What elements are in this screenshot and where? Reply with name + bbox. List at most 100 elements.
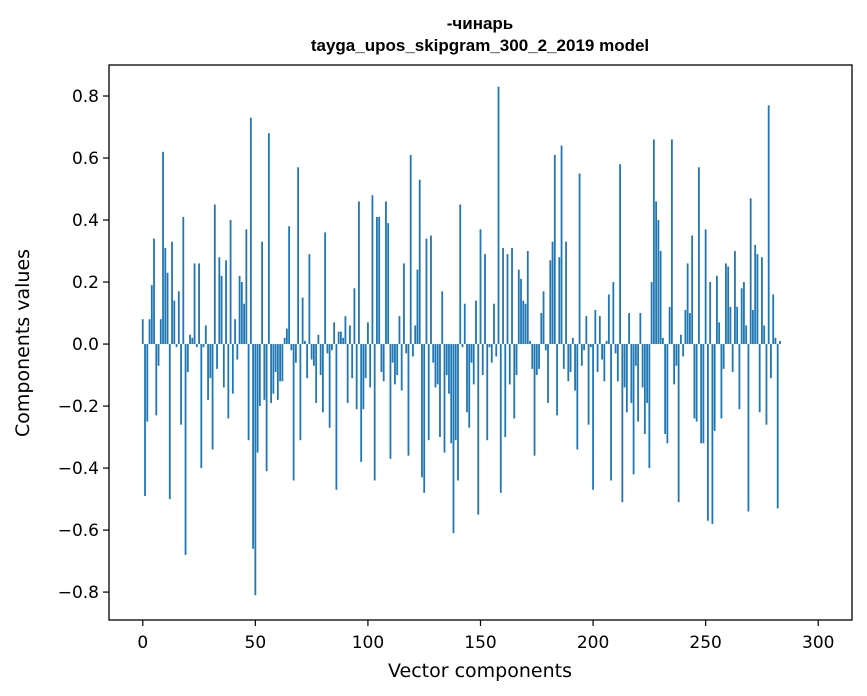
bar bbox=[767, 105, 770, 345]
bar bbox=[351, 344, 354, 379]
bar bbox=[335, 344, 338, 490]
bar bbox=[623, 344, 626, 388]
bar bbox=[292, 344, 295, 481]
bar bbox=[540, 313, 543, 345]
bar bbox=[652, 139, 655, 345]
bar bbox=[709, 282, 712, 345]
bar bbox=[731, 344, 734, 372]
bar bbox=[454, 344, 457, 441]
bar bbox=[231, 344, 234, 394]
bar bbox=[529, 340, 531, 345]
bar bbox=[589, 344, 592, 348]
bar bbox=[245, 229, 248, 345]
bar bbox=[421, 344, 423, 478]
bar bbox=[749, 198, 752, 345]
bar bbox=[621, 344, 624, 503]
bar bbox=[439, 344, 441, 438]
bar bbox=[342, 337, 345, 345]
bar bbox=[141, 319, 144, 345]
bar bbox=[346, 344, 349, 403]
bar bbox=[315, 344, 318, 403]
bar bbox=[648, 344, 651, 469]
bar bbox=[506, 254, 509, 345]
bar bbox=[436, 344, 439, 385]
bar bbox=[434, 344, 437, 388]
y-tick-label: −0.8 bbox=[58, 583, 99, 603]
bar bbox=[236, 344, 239, 360]
bar bbox=[720, 344, 723, 419]
bar bbox=[522, 300, 525, 345]
bar bbox=[770, 344, 772, 379]
x-axis-label: Vector components bbox=[388, 660, 572, 682]
bar bbox=[772, 294, 775, 345]
bar bbox=[734, 251, 736, 345]
bar bbox=[362, 344, 365, 410]
bar bbox=[738, 344, 741, 410]
bar bbox=[542, 291, 545, 345]
bar bbox=[258, 344, 261, 407]
y-tick-label: −0.2 bbox=[58, 397, 99, 417]
bar bbox=[628, 313, 630, 345]
bar bbox=[450, 344, 453, 444]
bar bbox=[220, 275, 223, 345]
bar bbox=[243, 303, 245, 345]
bar bbox=[754, 244, 757, 345]
bar bbox=[549, 260, 552, 345]
bar bbox=[367, 322, 369, 345]
bar bbox=[698, 167, 700, 345]
bar bbox=[558, 257, 561, 345]
y-tick-label: 0.8 bbox=[72, 87, 99, 107]
bar bbox=[409, 154, 412, 345]
bar bbox=[448, 344, 450, 394]
bar bbox=[779, 340, 781, 345]
bar bbox=[427, 344, 430, 441]
bar bbox=[200, 344, 203, 469]
bar bbox=[319, 344, 322, 376]
bar bbox=[407, 344, 410, 456]
bar bbox=[204, 325, 207, 345]
bar bbox=[195, 344, 198, 348]
bar bbox=[641, 344, 644, 388]
bar bbox=[524, 303, 527, 345]
bar bbox=[281, 344, 284, 382]
bar bbox=[601, 344, 603, 360]
bar bbox=[502, 247, 504, 345]
bar bbox=[576, 344, 579, 450]
bar bbox=[382, 344, 385, 382]
bar bbox=[272, 344, 275, 394]
bar bbox=[218, 257, 221, 345]
bar bbox=[729, 306, 732, 345]
bar bbox=[585, 316, 588, 345]
bar bbox=[616, 344, 619, 382]
bar bbox=[414, 325, 417, 345]
bar bbox=[700, 344, 703, 444]
bar bbox=[430, 235, 432, 345]
bar bbox=[270, 344, 273, 403]
bar bbox=[227, 344, 230, 419]
y-tick-label: 0.0 bbox=[72, 335, 99, 355]
bar bbox=[159, 319, 162, 345]
bar bbox=[461, 344, 464, 348]
bar bbox=[452, 344, 455, 534]
bar bbox=[661, 337, 664, 345]
bar bbox=[475, 300, 477, 345]
bar bbox=[387, 223, 390, 345]
bar bbox=[168, 344, 171, 500]
bar bbox=[758, 344, 761, 413]
x-axis-ticks: 0 50 100 150 200 250 300 bbox=[137, 620, 834, 653]
bar bbox=[283, 337, 286, 345]
bar bbox=[216, 344, 218, 369]
bar bbox=[146, 344, 149, 422]
x-tick-label: 50 bbox=[245, 633, 267, 653]
bar bbox=[337, 331, 340, 345]
bar bbox=[391, 344, 394, 363]
bar bbox=[484, 254, 486, 345]
bar bbox=[664, 344, 667, 434]
bar bbox=[308, 254, 311, 345]
bar bbox=[565, 241, 567, 345]
bar bbox=[202, 344, 205, 348]
bar bbox=[148, 319, 151, 345]
bar bbox=[477, 344, 480, 515]
bar bbox=[673, 344, 676, 385]
